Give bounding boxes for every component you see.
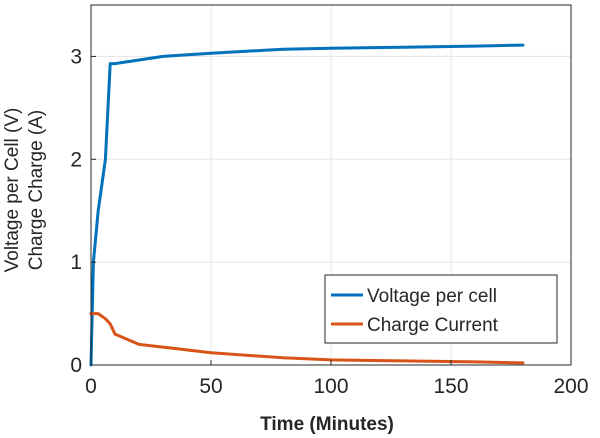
x-tick-label: 0 (85, 375, 97, 398)
legend: Voltage per cell Charge Current (324, 274, 558, 344)
axes (90, 4, 572, 366)
tick-labels: 0 50 100 150 200 0 1 2 3 (70, 45, 588, 398)
x-tick-label: 200 (553, 375, 588, 398)
y-tick-label: 1 (70, 251, 82, 274)
series-line-1 (89, 312, 525, 365)
legend-label-voltage: Voltage per cell (367, 286, 497, 307)
y-axis-title-line-2: Charge Charge (A) (26, 110, 47, 271)
y-tick-label: 2 (70, 148, 82, 171)
y-axis-title-line-1: Voltage per Cell (V) (2, 108, 23, 273)
y-tick-label: 3 (70, 45, 82, 68)
series-line-0 (89, 43, 525, 367)
x-tick-label: 150 (433, 375, 468, 398)
x-tick-label: 50 (199, 375, 222, 398)
legend-box (324, 274, 558, 344)
y-tick-label: 0 (70, 354, 82, 377)
series-layer (89, 43, 525, 367)
x-axis-title: Time (Minutes) (260, 414, 394, 435)
legend-label-current: Charge Current (367, 315, 499, 336)
x-tick-label: 100 (313, 375, 348, 398)
